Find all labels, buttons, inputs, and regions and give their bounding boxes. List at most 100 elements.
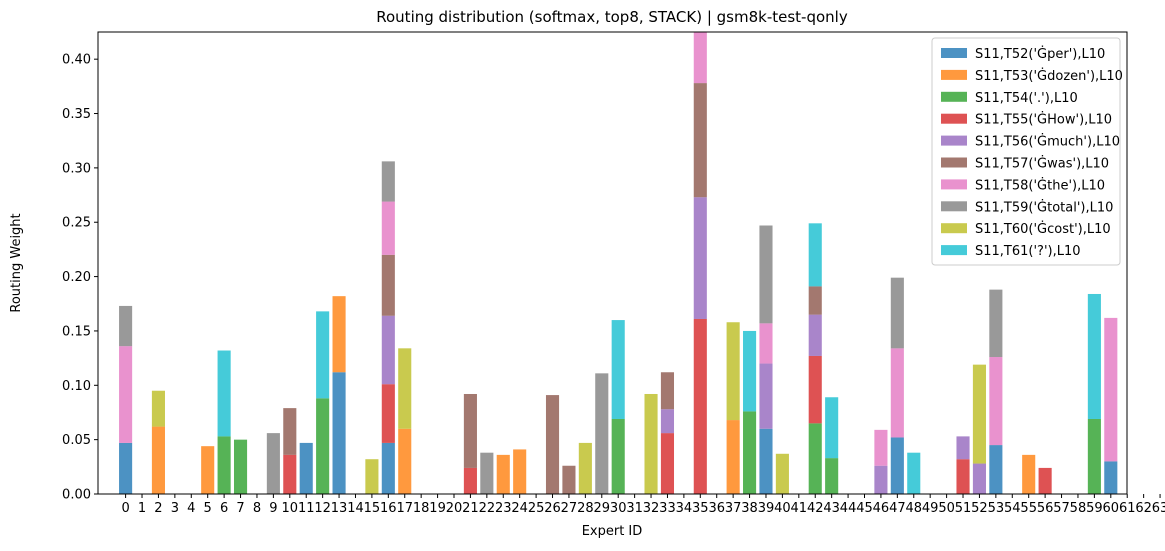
bar-series-1-expert-37: [726, 420, 740, 494]
bar-series-8-expert-15: [365, 459, 379, 494]
x-tick-label: 15: [364, 501, 381, 516]
y-tick-label: 0.05: [62, 433, 91, 448]
x-tick-label: 30: [610, 501, 627, 516]
x-tick-label: 10: [282, 501, 299, 516]
bar-series-2-expert-7: [233, 439, 248, 494]
x-tick-label: 48: [905, 501, 922, 516]
y-tick-label: 0.20: [62, 270, 91, 285]
bar-series-9-expert-43: [825, 397, 839, 459]
legend-entry: S11,T58('Ġthe'),L10: [975, 176, 1105, 193]
x-tick-label: 43: [823, 501, 840, 516]
x-tick-label: 41: [791, 501, 808, 516]
bar-series-2-expert-43: [825, 458, 839, 494]
y-tick-label: 0.25: [62, 216, 91, 231]
x-tick-label: 16: [380, 501, 397, 516]
bar-series-8-expert-32: [644, 393, 658, 494]
x-tick-label: 13: [331, 501, 348, 516]
bar-series-9-expert-30: [611, 320, 625, 419]
legend-entry: S11,T61('?'),L10: [975, 244, 1081, 259]
bar-series-8-expert-40: [775, 453, 789, 494]
x-tick-label: 5: [204, 501, 212, 516]
plot-frame: [97, 31, 1128, 495]
legend-swatch: [941, 157, 967, 168]
legend-entry: S11,T59('Ġtotal'),L10: [975, 198, 1113, 215]
bar-series-7-expert-0: [119, 305, 133, 347]
bar-series-6-expert-39: [759, 323, 773, 364]
bar-series-2-expert-59: [1087, 418, 1101, 494]
x-tick-label: 56: [1037, 501, 1054, 516]
x-tick-label: 57: [1053, 501, 1070, 516]
legend-entry: S11,T56('Ġmuch'),L10: [975, 133, 1120, 150]
legend-swatch: [941, 69, 967, 80]
bar-series-6-expert-53: [989, 357, 1003, 446]
x-tick-label: 9: [269, 501, 277, 516]
x-tick-label: 17: [396, 501, 413, 516]
bar-series-0-expert-47: [890, 437, 904, 494]
x-tick-label: 11: [298, 501, 315, 516]
x-tick-label: 63: [1152, 501, 1165, 516]
bar-series-4-expert-33: [660, 409, 675, 434]
legend-entry: S11,T55('ĠHow'),L10: [975, 111, 1112, 128]
bar-series-4-expert-51: [956, 436, 970, 460]
bar-series-8-expert-28: [578, 442, 592, 494]
legend-swatch: [941, 201, 967, 212]
x-tick-label: 32: [643, 501, 660, 516]
legend: S11,T52('Ġper'),L10 S11,T53('Ġdozen'),L10…: [931, 37, 1123, 266]
x-tick-label: 29: [594, 501, 611, 516]
legend-entry: S11,T53('Ġdozen'),L10: [975, 67, 1123, 84]
bar-series-8-expert-2: [151, 390, 165, 427]
x-tick-label: 14: [347, 501, 364, 516]
bar-series-7-expert-53: [989, 289, 1003, 358]
x-axis: 0 1 2 3 4 5 6 7 8 9 10 11 12 13 14 15 16 17 18 19 20 21 22 23 24…: [121, 494, 1165, 516]
x-tick-label: 2: [154, 501, 162, 516]
bar-series-6-expert-47: [890, 348, 904, 438]
bar-series-1-expert-5: [201, 446, 215, 494]
bar-series-6-expert-0: [119, 346, 133, 443]
legend-swatch: [941, 223, 967, 234]
bar-series-0-expert-16: [381, 442, 395, 494]
x-tick-label: 34: [676, 501, 693, 516]
bar-series-2-expert-30: [611, 418, 625, 494]
x-tick-label: 0: [121, 501, 129, 516]
bar-series-7-expert-39: [759, 225, 773, 324]
x-tick-label: 50: [938, 501, 955, 516]
x-tick-label: 28: [577, 501, 594, 516]
y-tick-label: 0.10: [62, 379, 91, 394]
x-axis-label: Expert ID: [582, 524, 643, 539]
x-tick-label: 52: [971, 501, 988, 516]
x-tick-label: 25: [528, 501, 545, 516]
bar-series-4-expert-52: [972, 463, 986, 494]
y-tick-label: 0.40: [62, 53, 91, 68]
bar-series-5-expert-33: [660, 372, 675, 410]
bar-series-2-expert-6: [217, 436, 231, 494]
y-tick-label: 0.35: [62, 107, 91, 122]
x-tick-label: 33: [659, 501, 676, 516]
legend-entry: S11,T52('Ġper'),L10: [975, 45, 1105, 62]
bar-series-0-expert-39: [759, 428, 773, 494]
x-tick-label: 23: [495, 501, 512, 516]
x-tick-label: 18: [413, 501, 430, 516]
x-tick-label: 40: [774, 501, 791, 516]
x-tick-label: 39: [758, 501, 775, 516]
bar-series-6-expert-16: [381, 201, 395, 255]
bar-series-0-expert-60: [1104, 461, 1118, 494]
bar-series-0-expert-13: [332, 372, 346, 494]
y-tick-label: 0.15: [62, 324, 91, 339]
bar-series-5-expert-21: [463, 393, 477, 468]
bar-series-1-expert-13: [332, 296, 346, 373]
legend-entry: S11,T57('Ġwas'),L10: [975, 155, 1109, 172]
bar-series-1-expert-55: [1022, 454, 1036, 494]
x-tick-label: 22: [479, 501, 496, 516]
bar-series-9-expert-6: [217, 350, 231, 437]
bar-series-6-expert-46: [874, 429, 888, 466]
y-tick-label: 0.30: [62, 161, 91, 176]
bar-series-5-expert-27: [562, 465, 576, 494]
bars: [119, 32, 1118, 494]
x-tick-label: 42: [807, 501, 824, 516]
legend-entry: S11,T54('.'),L10: [975, 91, 1078, 106]
x-tick-label: 55: [1020, 501, 1037, 516]
legend-swatch: [941, 48, 967, 58]
bar-series-4-expert-46: [874, 465, 888, 494]
x-tick-label: 61: [1119, 501, 1136, 516]
